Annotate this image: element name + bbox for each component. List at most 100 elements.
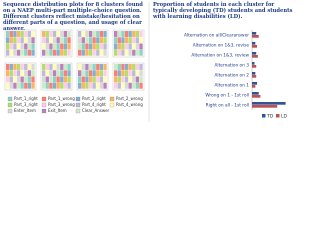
legend-label: Part_3_wrong [48,102,75,107]
sequence-cell [135,43,140,50]
sequence-cell [56,49,60,56]
sequence-cell [128,37,132,44]
sequence-cell [6,70,10,77]
sequence-cell [128,64,132,70]
legend-swatch [41,102,47,108]
sequence-cell [6,82,10,89]
sequence-cell [49,49,53,56]
sequence-cell [139,49,143,56]
sequence-cell [81,31,85,37]
sequence-cell [20,43,24,50]
sequence-cell [139,82,143,89]
sequence-cell [121,37,125,44]
sequence-cell [60,49,64,56]
sequence-cell [92,64,96,70]
sequence-cell [78,31,82,37]
sequence-cell [132,31,136,37]
sequence-cell [135,70,140,77]
sequence-cell [9,37,13,44]
category-label: Wrong on 1 - 1st roll [205,93,249,99]
legend-swatch [41,96,47,102]
sequence-cell [124,43,129,50]
sequence-cell [67,70,71,77]
sequence-cell [99,37,104,44]
sequence-cell [13,49,17,56]
sequence-cell [20,64,24,70]
sequence-cell [20,31,24,37]
sequence-cell [85,43,89,50]
sequence-cell [9,64,13,70]
sequence-cell [42,31,46,37]
sequence-cell [67,76,71,83]
sequence-cell [121,31,125,37]
sequence-cell [88,82,93,89]
legend-swatch [7,96,13,102]
sequence-cell [117,43,121,50]
sequence-cell [9,70,13,77]
sequence-cell [45,37,49,44]
sequence-cell [117,82,121,89]
sequence-cell [42,37,46,44]
sequence-cell [52,31,57,37]
bar [252,82,258,85]
sequence-cell [49,82,53,89]
sequence-cell [63,82,68,89]
sequence-cell [85,64,89,70]
sequence-cell [135,37,140,44]
left-title: Sequence distribution plots for 8 cluste… [3,2,143,32]
sequence-cell [81,70,85,77]
sequence-cell [63,49,68,56]
bar [252,35,259,38]
sequence-cell [60,37,64,44]
sequence-cell [124,37,129,44]
sequence-cell [13,82,17,89]
bar [252,75,257,78]
sequence-cell [20,76,24,83]
sequence-cell [24,37,28,44]
sequence-cell [124,64,129,70]
sequence-cell [60,82,64,89]
legend-swatch [75,102,81,108]
sequence-cell [45,64,49,70]
bar [252,95,261,98]
sequence-cell [117,64,121,70]
sequence-cell [31,37,35,44]
sequence-cell [31,70,35,77]
legend-swatch [276,114,280,118]
sequence-cell [60,43,64,50]
sequence-cell [78,64,82,70]
figure-graphics: Part_1_right Part_1_wrong Part_2_right Part… [4,2,288,122]
sequence-cell [103,49,107,56]
sequence-cell [132,64,136,70]
sequence-cell [45,70,49,77]
sequence-cell [42,76,46,83]
category-label: Alternation on 3 [214,63,249,69]
sequence-cell [49,76,53,83]
sequence-cell [81,64,85,70]
sequence-cell [52,82,57,89]
sequence-cell [52,76,57,83]
sequence-cell [88,76,93,83]
sequence-cell [56,76,60,83]
sequence-cell [56,82,60,89]
sequence-cell [63,64,68,70]
sequence-cell [13,64,17,70]
sequence-cell [49,37,53,44]
sequence-cell [56,37,60,44]
sequence-cell [24,82,28,89]
sequence-cell [67,49,71,56]
sequence-cell [49,43,53,50]
sequence-cell [92,31,96,37]
sequence-cell [103,31,107,37]
bar [252,102,286,105]
legend-label: TD [266,114,274,120]
sequence-cell [16,49,21,56]
bar [252,105,278,108]
sequence-cell [85,70,89,77]
sequence-cell [85,49,89,56]
sequence-cell [16,82,21,89]
sequence-cell [16,70,21,77]
sequence-cell [139,70,143,77]
bar [252,52,257,55]
sequence-cell [52,43,57,50]
